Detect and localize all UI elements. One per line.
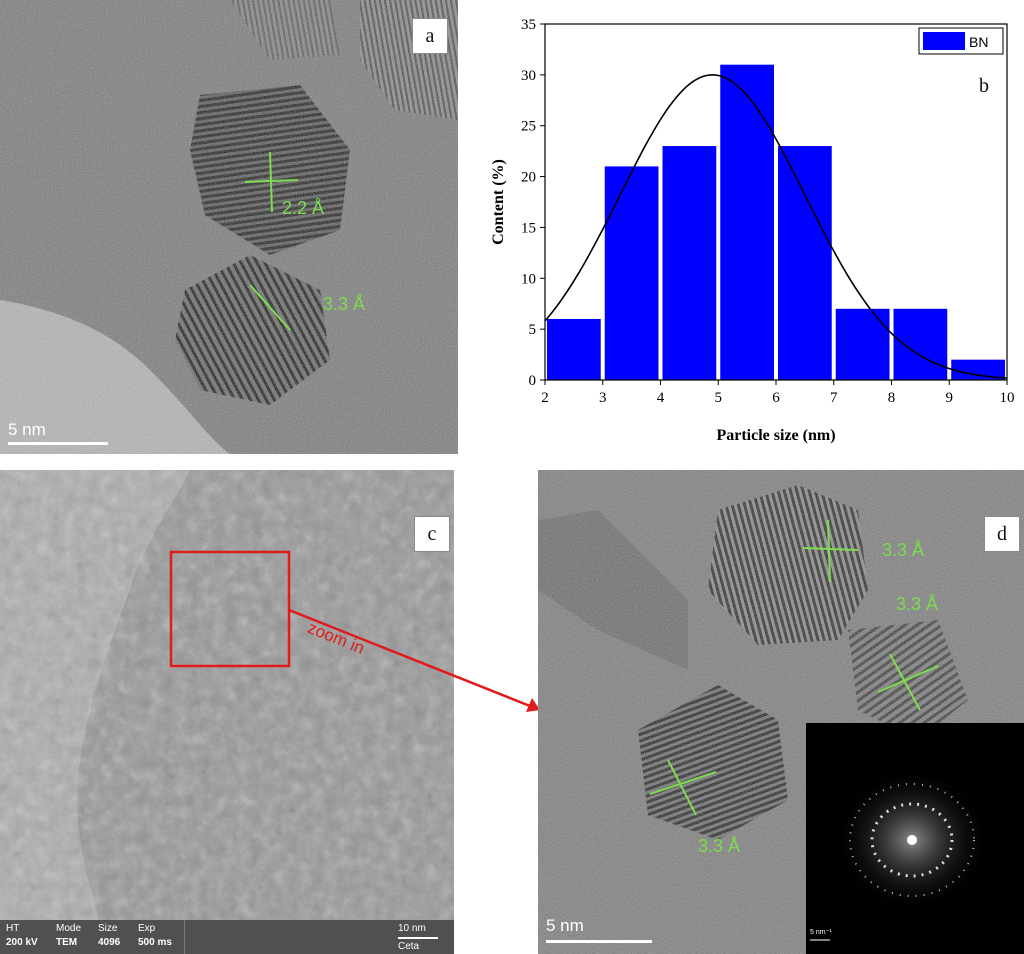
panel-b-histogram: 2 3 4 5 6 7 8 9 10 0 5 10 15 20 25 30 35 Particle size (n… (470, 0, 1024, 460)
info-value: TEM (56, 937, 78, 948)
x-tick-label: 9 (946, 390, 954, 406)
panel-c-micrograph (0, 470, 454, 954)
x-tick-label: 4 (657, 390, 665, 406)
scale-bar (8, 442, 108, 445)
y-tick-label: 25 (521, 119, 536, 135)
x-tick-label: 8 (888, 390, 896, 406)
y-tick-label: 35 (521, 17, 536, 33)
info-scale-label: 10 nm (398, 923, 426, 934)
info-mode: Mode TEM (56, 922, 81, 950)
inset-scale-label: 5 nm⁻¹ (810, 929, 832, 936)
panel-letter-c: c (414, 516, 450, 552)
info-value: 200 kV (6, 937, 38, 948)
y-tick-label: 30 (521, 68, 536, 84)
info-scale: 10 nm Ceta (398, 922, 438, 954)
info-scale-bar (398, 937, 438, 939)
histogram-bar (835, 308, 890, 380)
scale-bar-label: 5 nm (546, 916, 584, 935)
y-tick-label: 10 (521, 271, 536, 287)
panel-letter-d: d (984, 516, 1020, 552)
gaussian-fit-curve (544, 74, 1008, 379)
lattice-spacing-label: 2.2 Å (282, 198, 325, 218)
histogram-bar (720, 64, 774, 380)
x-tick-label: 5 (715, 390, 723, 406)
panel-letter-b: b (979, 74, 989, 97)
info-exp: Exp 500 ms (138, 922, 172, 950)
lattice-spacing-label: 3.3 Å (323, 294, 366, 314)
y-tick-label: 0 (529, 373, 537, 389)
fft-ring (870, 802, 954, 878)
info-key: HT (6, 923, 20, 934)
panel-a-tem-image: a 2.2 Å 3.3 Å 5 nm (0, 0, 458, 454)
x-tick-label: 3 (599, 390, 607, 406)
x-tick-label: 2 (541, 390, 549, 406)
lattice-spacing-label: 3.3 Å (882, 540, 925, 560)
panel-c-tem-image: c HT 200 kV Mode TEM Size 4096 Exp 500 m… (0, 470, 454, 954)
info-key: Mode (56, 923, 82, 934)
info-divider (184, 920, 185, 954)
legend-swatch (923, 32, 965, 50)
y-tick-label: 5 (529, 322, 537, 338)
info-key: Size (98, 923, 118, 934)
legend-label: BN (969, 34, 988, 50)
histogram-bar (604, 166, 659, 380)
panel-letter-a: a (412, 18, 448, 54)
fft-ring (849, 783, 975, 897)
histogram-bar (662, 146, 717, 380)
panel-a-micrograph (0, 0, 458, 454)
lattice-spacing-label: 3.3 Å (896, 594, 939, 614)
info-camera: Ceta (398, 941, 420, 952)
panel-d-tem-image: d 3.3 Å 3.3 Å 3.3 Å 5 nm 5 nm⁻¹ (538, 470, 1024, 954)
info-size: Size 4096 (98, 922, 120, 950)
scale-bar-label: 5 nm (8, 420, 46, 439)
scale-bar (546, 940, 652, 943)
histogram-bar (951, 359, 1005, 380)
info-value: 4096 (98, 937, 121, 948)
lattice-spacing-label: 3.3 Å (698, 836, 741, 856)
particle-size-histogram: 2 3 4 5 6 7 8 9 10 0 5 10 15 20 25 30 35 Particle size (n… (490, 17, 1015, 444)
info-value: 500 ms (138, 937, 172, 948)
x-tick-label: 6 (772, 390, 780, 406)
panel-d-micrograph (538, 470, 1024, 954)
histogram-bar (547, 318, 601, 380)
info-key: Exp (138, 923, 156, 934)
histogram-bar (893, 308, 948, 380)
x-tick-label: 7 (830, 390, 838, 406)
microscope-info-bar: HT 200 kV Mode TEM Size 4096 Exp 500 ms … (0, 920, 454, 954)
y-axis-label: Content (%) (490, 159, 507, 245)
lattice-marker-d (649, 519, 939, 816)
y-tick-label: 20 (521, 170, 536, 186)
x-tick-label: 10 (1000, 390, 1015, 406)
lattice-marker-a (244, 151, 299, 331)
fft-center-spot (907, 835, 917, 845)
y-tick-label: 15 (521, 220, 536, 236)
x-axis-label: Particle size (nm) (716, 427, 835, 444)
histogram-bar (778, 146, 832, 380)
info-ht: HT 200 kV (6, 922, 38, 950)
